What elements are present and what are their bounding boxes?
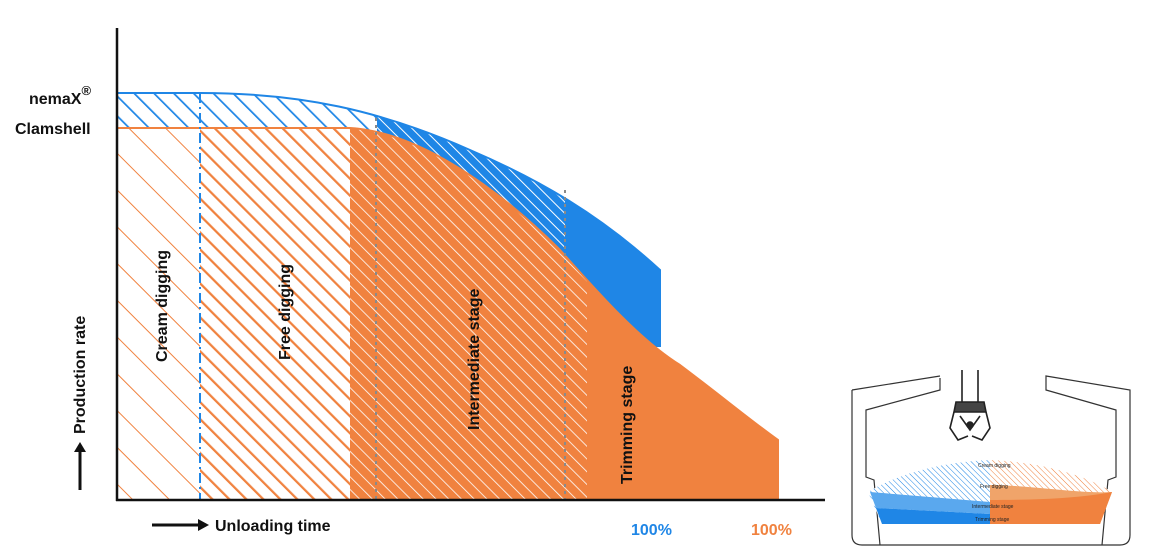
inset-label-cream-digging: Cream digging [978, 463, 1011, 469]
y-axis-label: Production rate [72, 316, 89, 434]
inset-cargo-nemax [868, 460, 990, 524]
x-axis-title: Unloading time [152, 518, 331, 535]
stage-label-trimming: Trimming stage [619, 366, 636, 484]
up-arrow-icon [74, 442, 86, 452]
right-arrow-icon [198, 519, 209, 531]
hold-inset: Cream digging Free digging Intermediate … [843, 370, 1138, 546]
x-axis-label: Unloading time [215, 518, 331, 535]
hold-wall-right [851, 375, 1131, 546]
clamshell-completion-label: 100% [751, 522, 792, 539]
clamshell-production-area [117, 127, 779, 500]
stage-label-cream-digging: Cream digging [154, 250, 171, 362]
y-axis-title: Production rate [72, 316, 89, 490]
stage-label-free-digging: Free digging [277, 264, 294, 360]
nemax-completion-label: 100% [631, 522, 672, 539]
inset-cargo-clamshell [990, 460, 1112, 524]
stage-label-intermediate: Intermediate stage [466, 289, 483, 430]
inset-label-intermediate: Intermediate stage [972, 504, 1014, 510]
clamshell-label: Clamshell [15, 121, 91, 138]
inset-label-trimming: Trimming stage [975, 517, 1009, 523]
axes [115, 28, 825, 502]
inset-label-free-digging: Free digging [980, 484, 1008, 490]
grab-icon [949, 370, 991, 441]
nemax-label: nemaX® [29, 83, 91, 108]
stage-dividers [199, 93, 566, 500]
